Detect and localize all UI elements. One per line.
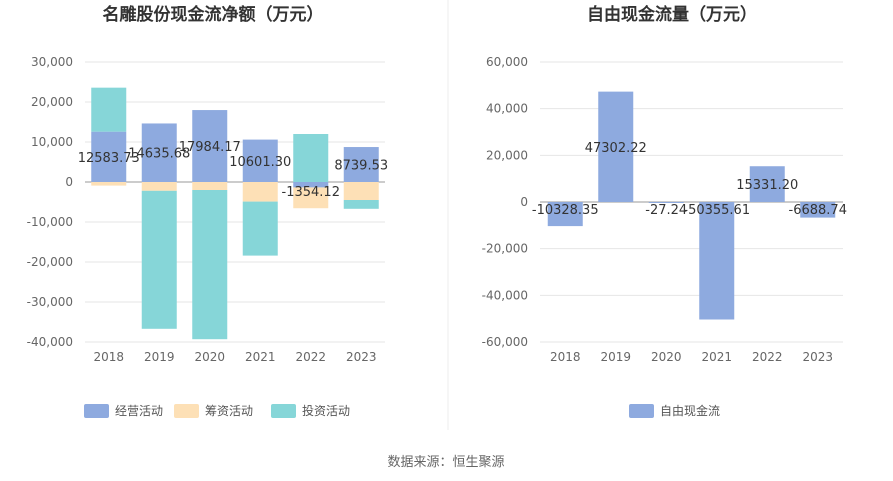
- data-label: -6688.74: [789, 203, 847, 218]
- y-tick-label: -20,000: [27, 255, 73, 269]
- legend-swatch[interactable]: [629, 404, 654, 418]
- bar-投资活动-2019[interactable]: [141, 190, 177, 329]
- bar-筹资活动-2021[interactable]: [242, 182, 278, 202]
- x-tick-label: 2020: [194, 350, 225, 364]
- bar-自由现金流-2023[interactable]: [800, 202, 836, 218]
- bar-经营活动-2022[interactable]: [293, 182, 329, 188]
- data-source-note: 数据来源：恒生聚源: [387, 455, 504, 470]
- x-tick-label: 2023: [346, 350, 377, 364]
- data-label: 8739.53: [334, 159, 388, 174]
- y-tick-label: 10,000: [31, 135, 73, 149]
- y-tick-label: 30,000: [31, 55, 73, 69]
- bar-筹资活动-2018[interactable]: [91, 182, 127, 186]
- y-tick-label: -60,000: [482, 335, 528, 349]
- x-tick-label: 2018: [93, 350, 124, 364]
- data-label: 12583.73: [78, 151, 140, 166]
- chart-title: 名雕股份现金流净额（万元）: [103, 4, 324, 25]
- x-tick-label: 2019: [144, 350, 175, 364]
- legend-swatch[interactable]: [271, 404, 296, 418]
- y-tick-label: 40,000: [486, 102, 528, 116]
- x-tick-label: 2019: [600, 350, 631, 364]
- bar-经营活动-2019[interactable]: [141, 123, 177, 182]
- bar-筹资活动-2023[interactable]: [343, 182, 379, 200]
- data-label: -50355.61: [683, 203, 750, 218]
- legend-label[interactable]: 筹资活动: [205, 404, 253, 418]
- free-cashflow-chart-panel: 自由现金流量（万元） 60,000 40,000 20,000 0 -20,000 -40,…: [482, 4, 847, 418]
- cashflow-chart-panel: 名雕股份现金流净额（万元） 30,000 20,000 10,000 0 -10,000 -…: [27, 4, 388, 418]
- bar-筹资活动-2019[interactable]: [141, 182, 177, 191]
- chart-title: 自由现金流量（万元）: [587, 4, 757, 25]
- data-label: -1354.12: [282, 185, 340, 200]
- x-tick-label: 2022: [295, 350, 326, 364]
- legend-swatch[interactable]: [84, 404, 109, 418]
- bar-自由现金流-2022[interactable]: [749, 166, 785, 202]
- y-tick-label: 20,000: [486, 148, 528, 162]
- bar-筹资活动-2020[interactable]: [192, 182, 228, 190]
- x-tick-label: 2021: [701, 350, 732, 364]
- y-tick-label: 60,000: [486, 55, 528, 69]
- x-tick-label: 2018: [550, 350, 581, 364]
- data-label: -27.24: [645, 203, 687, 218]
- y-tick-label: -20,000: [482, 242, 528, 256]
- bar-经营活动-2020[interactable]: [192, 110, 228, 182]
- bar-自由现金流-2018[interactable]: [547, 202, 583, 227]
- x-tick-label: 2022: [752, 350, 783, 364]
- x-tick-label: 2021: [245, 350, 276, 364]
- bar-经营活动-2023[interactable]: [343, 147, 379, 182]
- legend-label[interactable]: 经营活动: [115, 404, 163, 418]
- bar-投资活动-2023[interactable]: [343, 200, 379, 209]
- bar-投资活动-2020[interactable]: [192, 190, 228, 340]
- x-tick-label: 2023: [802, 350, 833, 364]
- legend-label[interactable]: 投资活动: [302, 403, 350, 418]
- bar-投资活动-2021[interactable]: [242, 201, 278, 256]
- data-label: 15331.20: [736, 178, 798, 193]
- bar-经营活动-2018[interactable]: [91, 131, 127, 182]
- y-tick-label: -40,000: [27, 335, 73, 349]
- data-label: 17984.17: [179, 140, 241, 155]
- data-label: 47302.22: [585, 141, 647, 156]
- y-tick-label: -30,000: [27, 295, 73, 309]
- legend-label[interactable]: 自由现金流: [660, 403, 720, 418]
- bar-自由现金流-2021[interactable]: [699, 202, 735, 320]
- y-tick-label: -10,000: [27, 215, 73, 229]
- y-tick-label: -40,000: [482, 288, 528, 302]
- y-tick-label: 20,000: [31, 95, 73, 109]
- legend-swatch[interactable]: [174, 404, 199, 418]
- data-label: 10601.30: [229, 155, 291, 170]
- bar-筹资活动-2022[interactable]: [293, 187, 329, 209]
- bar-投资活动-2022[interactable]: [293, 134, 329, 182]
- data-label: 14635.68: [128, 147, 190, 162]
- x-tick-label: 2020: [651, 350, 682, 364]
- y-tick-label: 0: [520, 195, 528, 209]
- bar-经营活动-2021[interactable]: [242, 139, 278, 182]
- bar-自由现金流-2019[interactable]: [598, 91, 634, 202]
- data-label: -10328.35: [532, 203, 599, 218]
- y-tick-label: 0: [65, 175, 73, 189]
- bar-投资活动-2018[interactable]: [91, 87, 127, 132]
- bar-自由现金流-2020[interactable]: [648, 202, 684, 203]
